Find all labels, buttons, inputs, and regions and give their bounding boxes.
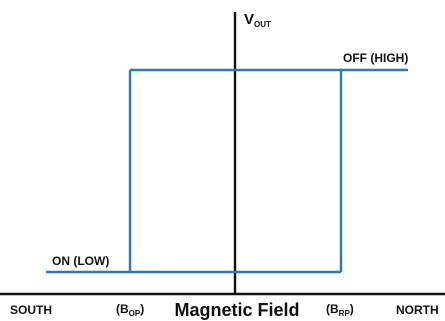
brp-label: (BRP) bbox=[326, 302, 354, 318]
vout-label: VOUT bbox=[244, 11, 271, 29]
on-low-label: ON (LOW) bbox=[52, 254, 109, 268]
north-label: NORTH bbox=[396, 303, 439, 317]
bop-label: (BOP) bbox=[116, 302, 144, 318]
magnetic-field-title: Magnetic Field bbox=[174, 300, 299, 320]
off-high-label: OFF (HIGH) bbox=[343, 51, 408, 65]
south-label: SOUTH bbox=[10, 303, 52, 317]
